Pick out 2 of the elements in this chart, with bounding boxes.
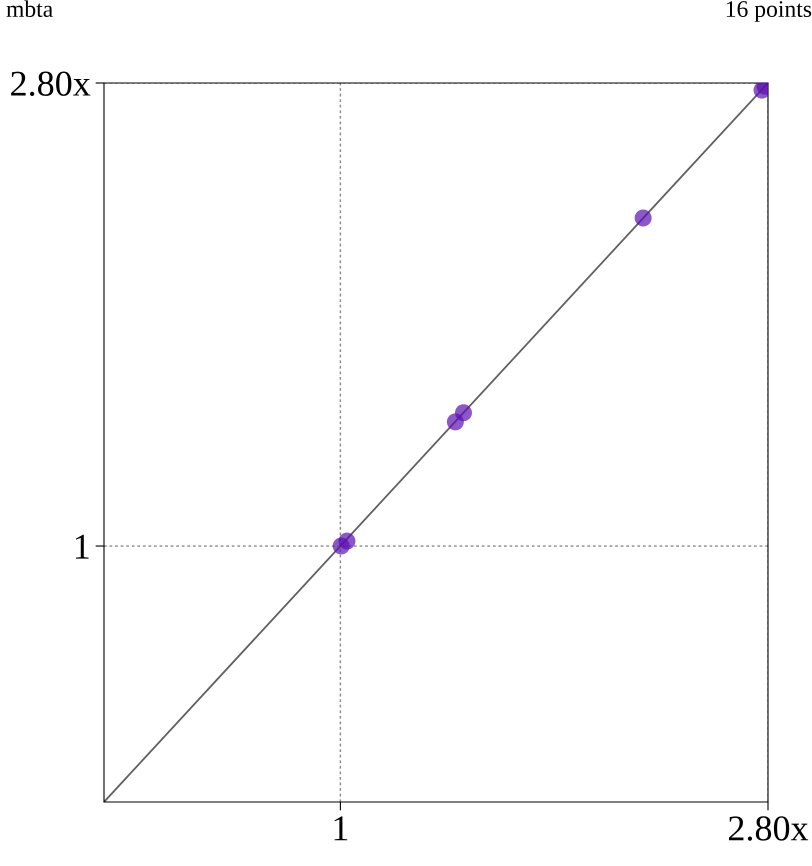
text: 16 points bbox=[726, 1, 812, 22]
chart-title: mbta bbox=[6, 0, 53, 18]
